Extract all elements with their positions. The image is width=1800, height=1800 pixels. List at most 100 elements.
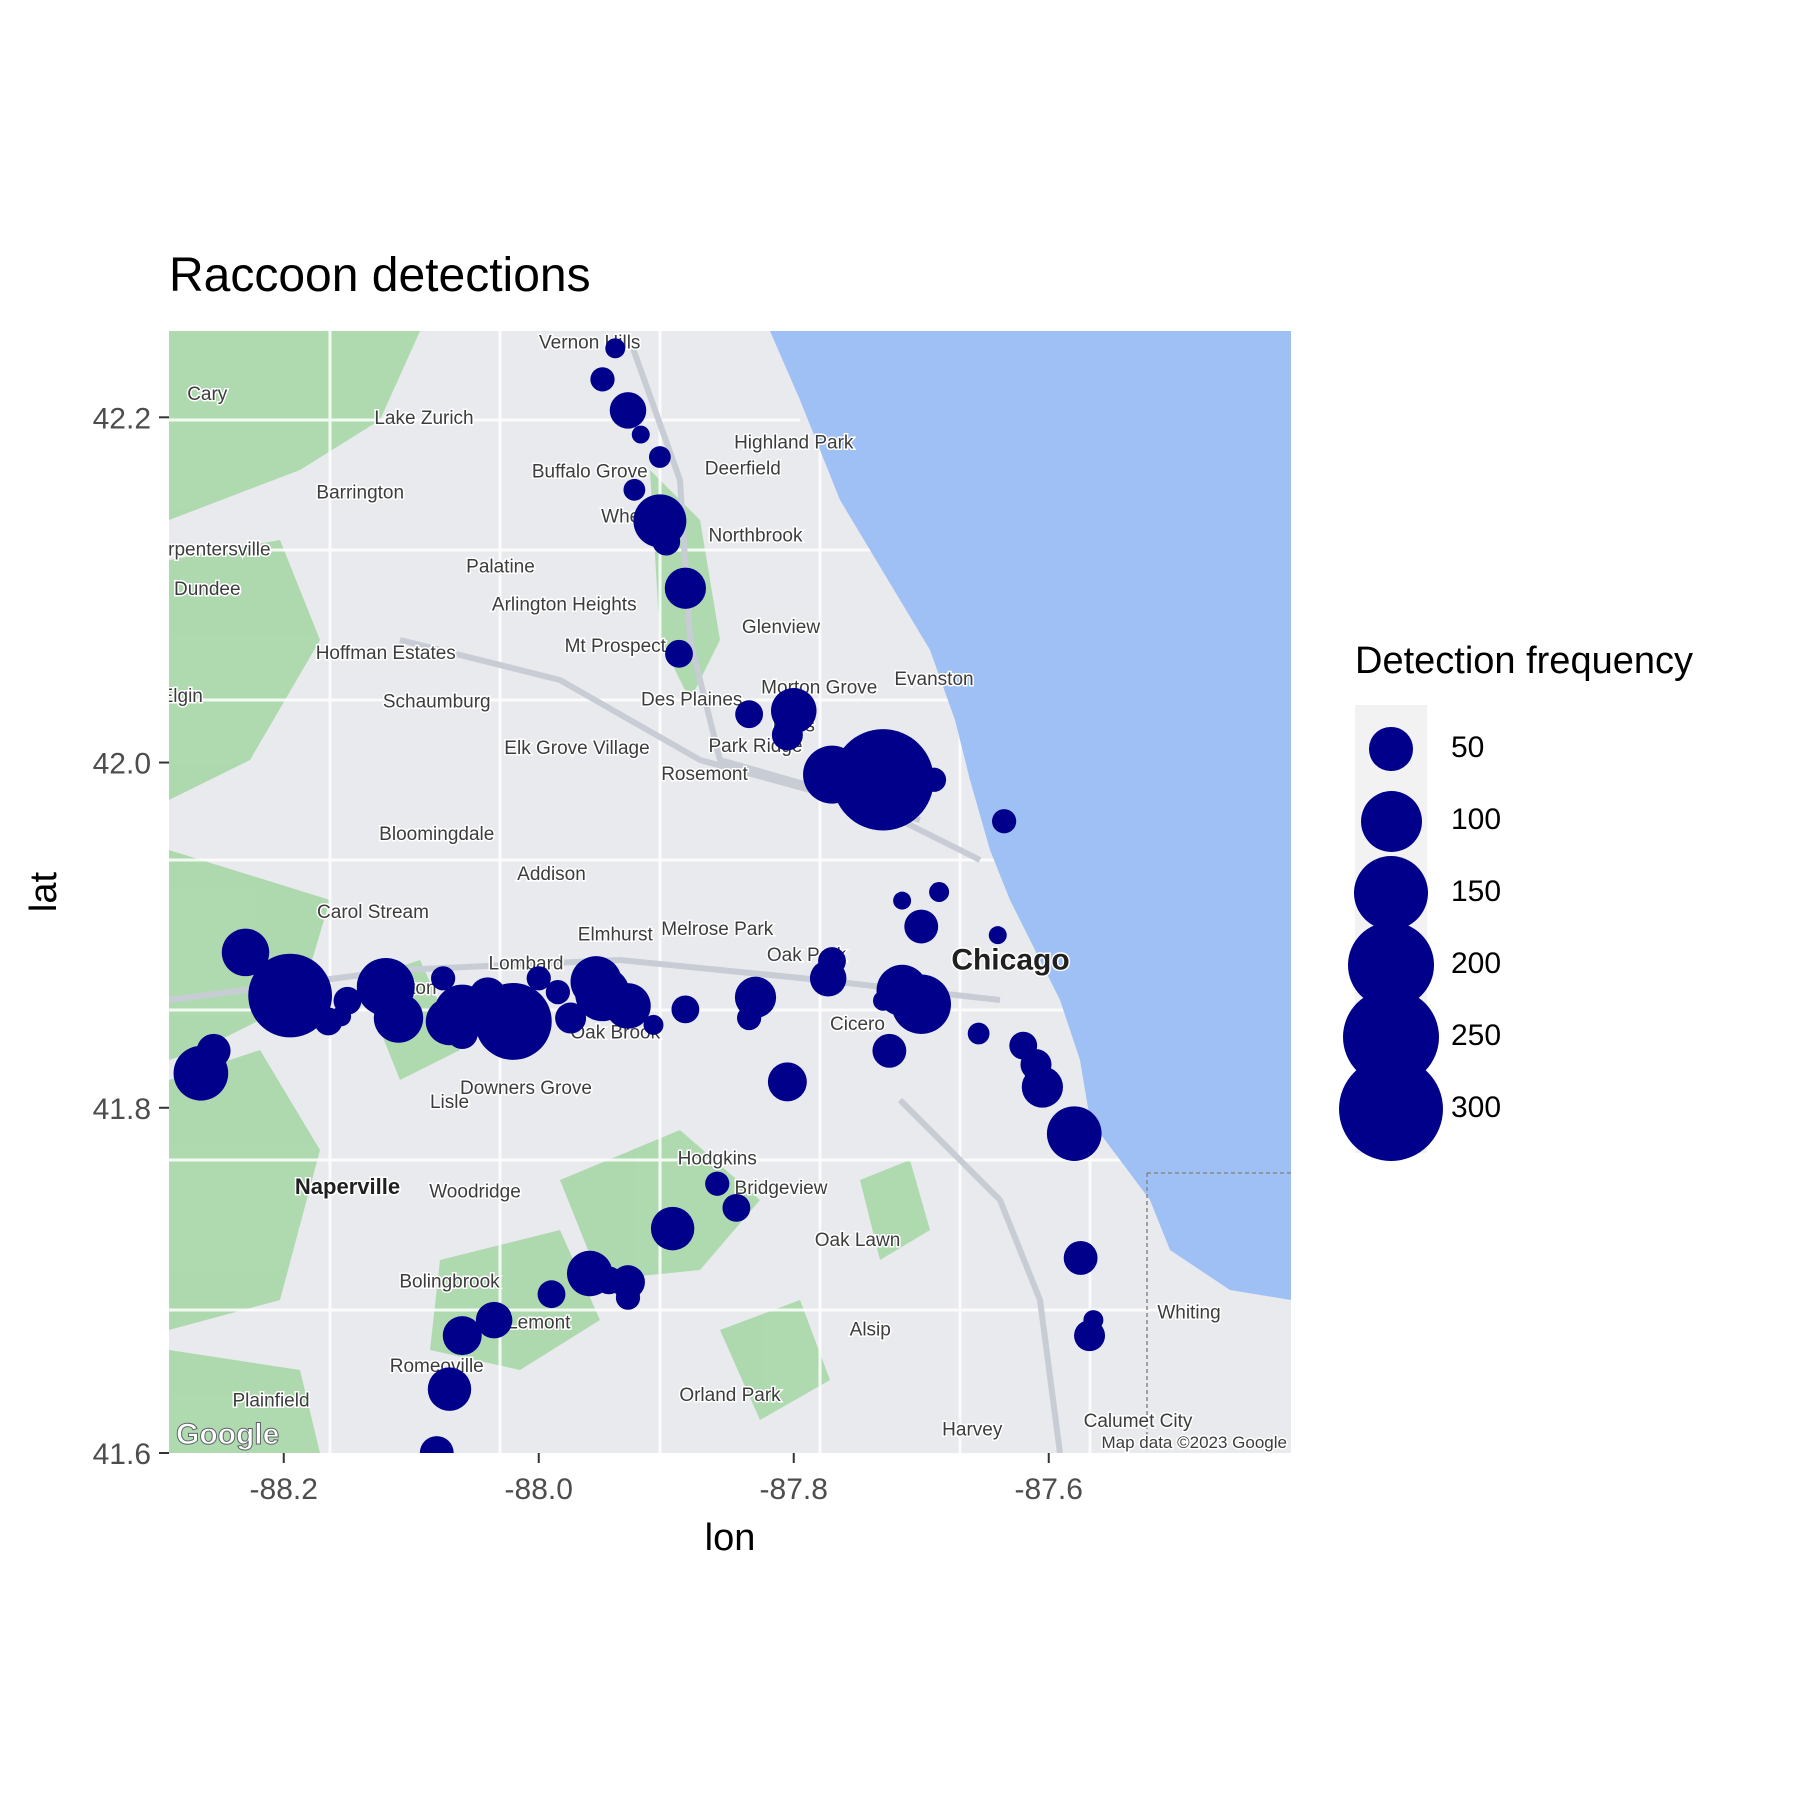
- detection-point: [967, 1022, 990, 1045]
- legend-label: 200: [1451, 947, 1502, 980]
- place-label: Cary: [187, 384, 228, 405]
- detection-point: [1046, 1106, 1102, 1161]
- detection-point: [664, 567, 706, 609]
- detection-point: [605, 338, 626, 359]
- place-label: Harvey: [942, 1420, 1003, 1441]
- detection-point: [648, 446, 671, 468]
- detection-point: [809, 960, 847, 997]
- map-attribution: Map data ©2023 Google: [1102, 1433, 1288, 1452]
- place-label: Bloomingdale: [379, 824, 494, 845]
- detection-point: [1063, 1241, 1098, 1275]
- place-label: Bolingbrook: [399, 1271, 500, 1292]
- place-label: Lisle: [430, 1092, 469, 1113]
- detection-point: [475, 1301, 513, 1339]
- detection-point: [650, 1206, 695, 1251]
- legend-entry: 50: [1355, 713, 1484, 785]
- detection-point: [929, 882, 950, 902]
- place-label: Palatine: [466, 557, 535, 578]
- x-tick-label: -87.8: [760, 1473, 828, 1506]
- legend-entry: 300: [1338, 1056, 1501, 1162]
- detection-point: [427, 1367, 472, 1411]
- map-panel[interactable]: Vernon Hills Cary Lake Zurich Highland Park…: [144, 331, 1291, 1470]
- place-label: Arlington Heights: [492, 595, 637, 616]
- detection-point: [737, 1005, 762, 1031]
- detection-point: [631, 425, 650, 444]
- axes: -88.2 -88.0 -87.8 -87.6 42.2 42.0 41.8 41.6 lon l…: [23, 402, 1083, 1559]
- place-label: Whiting: [1157, 1302, 1220, 1323]
- chart-title: Raccoon detections: [169, 249, 591, 302]
- place-label: Carol Stream: [317, 902, 429, 923]
- legend-label: 300: [1451, 1091, 1502, 1124]
- place-label: Naperville: [295, 1174, 400, 1199]
- place-label: Addison: [517, 864, 586, 885]
- place-label: Highland Park: [734, 432, 854, 453]
- detection-point: [992, 809, 1017, 834]
- detection-point: [333, 986, 362, 1015]
- place-label: Vernon Hills: [539, 332, 640, 353]
- place-label: Des Plaines: [641, 690, 742, 711]
- detection-point: [526, 966, 551, 991]
- place-label: Alsip: [850, 1320, 891, 1341]
- place-label: Hoffman Estates: [316, 643, 456, 664]
- google-logo: Google: [176, 1418, 279, 1451]
- detection-point: [891, 974, 951, 1034]
- place-label: Carpentersville: [144, 539, 271, 560]
- detection-point: [442, 1316, 482, 1356]
- place-label: Chicago: [951, 944, 1069, 977]
- place-label: Elk Grove Village: [504, 738, 649, 759]
- detection-point: [893, 891, 912, 910]
- x-tick-label: -87.6: [1015, 1473, 1083, 1506]
- x-tick-label: -88.0: [505, 1473, 573, 1506]
- detection-point: [872, 1033, 907, 1068]
- place-label: Barrington: [316, 482, 404, 503]
- place-label: Evanston: [894, 669, 973, 690]
- place-label: Lemont: [507, 1313, 571, 1334]
- detection-point: [419, 1436, 454, 1453]
- place-label: Calumet City: [1084, 1411, 1193, 1432]
- detection-point: [623, 478, 646, 501]
- place-label: Dundee: [174, 579, 241, 600]
- detection-point: [590, 367, 615, 392]
- place-label: Bridgeview: [735, 1178, 828, 1199]
- place-label: Morton Grove: [761, 677, 877, 698]
- place-label: Northbrook: [709, 526, 803, 547]
- detection-point: [248, 953, 332, 1038]
- place-label: Orland Park: [679, 1385, 781, 1406]
- place-label: Buffalo Grove: [532, 462, 648, 483]
- y-tick-label: 42.2: [93, 402, 151, 435]
- detection-point: [904, 909, 939, 944]
- detection-point: [832, 729, 934, 831]
- place-label: Mt Prospect: [565, 636, 667, 657]
- detection-point: [173, 1045, 229, 1101]
- detection-point: [988, 926, 1007, 945]
- legend-key-circle: [1338, 1056, 1444, 1162]
- legend-key-circle: [1360, 790, 1422, 852]
- legend-label: 150: [1451, 875, 1502, 908]
- detection-point: [671, 995, 700, 1024]
- legend: Detection frequency 50 100 150 200 250 300: [1338, 640, 1693, 1162]
- place-label: Deerfield: [705, 458, 781, 479]
- detection-point: [771, 719, 803, 751]
- detection-point: [652, 527, 681, 556]
- detection-point: [665, 639, 693, 668]
- detection-point: [735, 700, 764, 729]
- detection-point: [431, 966, 456, 991]
- detection-point: [643, 1014, 664, 1035]
- place-label: Rosemont: [661, 764, 748, 785]
- legend-label: 250: [1451, 1019, 1502, 1052]
- detection-point: [221, 928, 270, 977]
- legend-label: 100: [1451, 803, 1502, 836]
- detection-point: [555, 1002, 587, 1034]
- detection-point: [767, 1062, 807, 1102]
- parks-layer: [169, 331, 930, 1453]
- legend-label: 50: [1451, 731, 1485, 764]
- legend-keys: 50 100 150 200 250 300: [1338, 705, 1501, 1162]
- legend-key-circle: [1353, 855, 1429, 931]
- place-label: Downers Grove: [460, 1078, 592, 1099]
- legend-entry: 150: [1353, 855, 1501, 931]
- legend-key-circle: [1369, 727, 1413, 771]
- place-label: Woodridge: [429, 1182, 521, 1203]
- x-tick-label: -88.2: [250, 1473, 318, 1506]
- detection-point: [446, 1018, 478, 1050]
